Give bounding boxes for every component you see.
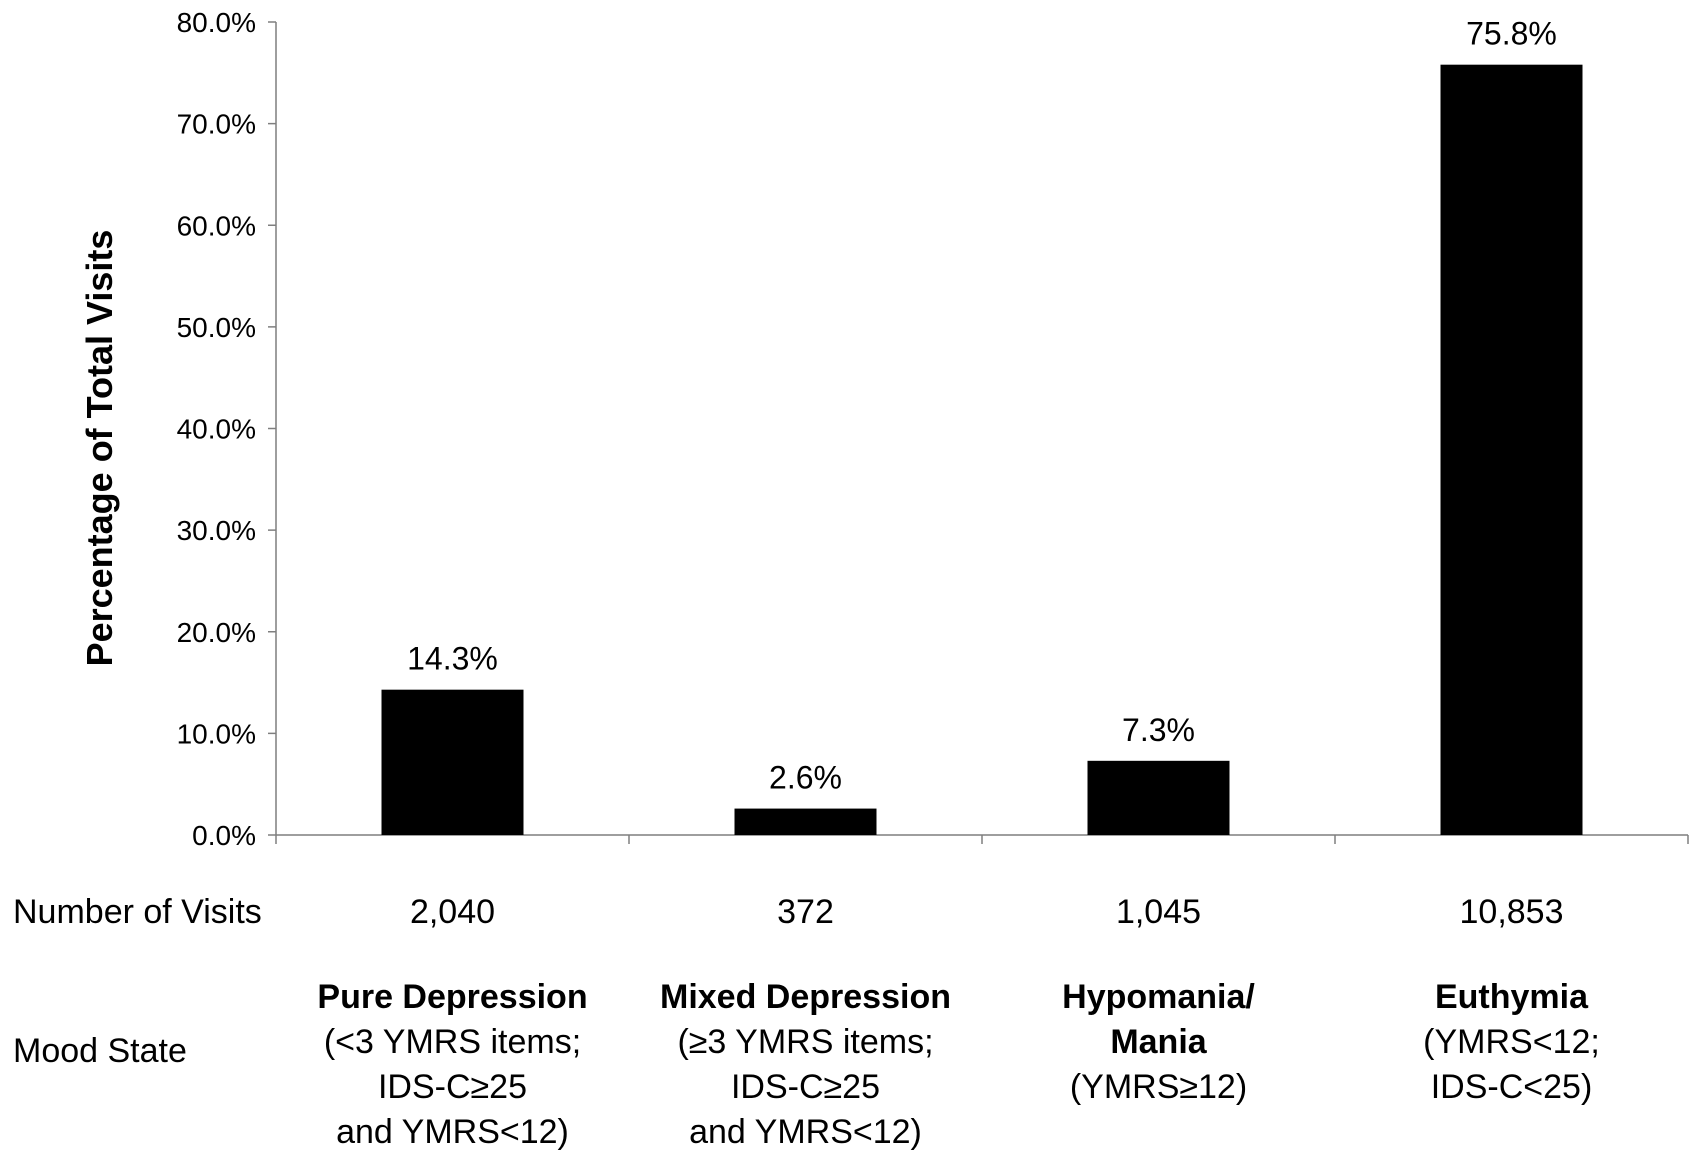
y-tick-label: 40.0%	[177, 414, 256, 445]
category-title: Pure Depression	[317, 978, 587, 1016]
bar	[381, 689, 524, 835]
x-axis	[275, 834, 1689, 844]
bars	[381, 64, 1583, 836]
visit-count: 10,853	[1460, 893, 1564, 931]
y-tick-label: 80.0%	[177, 7, 256, 38]
visit-count: 1,045	[1116, 893, 1201, 931]
category-criteria: and YMRS<12)	[689, 1113, 922, 1151]
y-tick-label: 0.0%	[192, 820, 256, 851]
y-axis-label: Percentage of Total Visits	[79, 230, 120, 667]
bar-value-label: 2.6%	[769, 760, 842, 796]
y-tick-label: 60.0%	[177, 210, 256, 241]
category-criteria: IDS-C≥25	[731, 1068, 880, 1106]
data-labels: 14.3% 2.6% 7.3% 75.8%	[407, 16, 1557, 796]
category-criteria: IDS-C<25)	[1431, 1068, 1593, 1106]
category-table: Number of Visits Mood State 2,040 372 1,04…	[13, 893, 1600, 1151]
y-axis: 0.0% 10.0% 20.0% 30.0% 40.0% 50.0% 60.0% 70.0% 8…	[177, 7, 277, 851]
category-title: Mixed Depression	[660, 978, 951, 1016]
y-tick-label: 20.0%	[177, 617, 256, 648]
bar	[1087, 760, 1230, 835]
category-criteria: and YMRS<12)	[336, 1113, 569, 1151]
visit-count: 2,040	[410, 893, 495, 931]
category-title: Mania	[1110, 1023, 1207, 1061]
category-title: Hypomania/	[1062, 978, 1255, 1016]
visit-count: 372	[777, 893, 834, 931]
category-title: Euthymia	[1435, 978, 1589, 1016]
visits-row-label: Number of Visits	[13, 893, 262, 931]
bar-value-label: 14.3%	[407, 641, 498, 677]
y-tick-label: 10.0%	[177, 718, 256, 749]
y-tick-label: 70.0%	[177, 109, 256, 140]
category-criteria: (YMRS<12;	[1423, 1023, 1600, 1061]
bar	[1440, 64, 1583, 836]
mood-row-label: Mood State	[13, 1032, 187, 1070]
category-criteria: (<3 YMRS items;	[324, 1023, 581, 1061]
bar-value-label: 75.8%	[1466, 16, 1557, 52]
y-tick-label: 30.0%	[177, 515, 256, 546]
category-criteria: (≥3 YMRS items;	[677, 1023, 933, 1061]
y-tick-label: 50.0%	[177, 312, 256, 343]
bar-value-label: 7.3%	[1122, 712, 1195, 748]
category-criteria: (YMRS≥12)	[1070, 1068, 1247, 1106]
bar	[734, 808, 877, 835]
category-criteria: IDS-C≥25	[378, 1068, 527, 1106]
